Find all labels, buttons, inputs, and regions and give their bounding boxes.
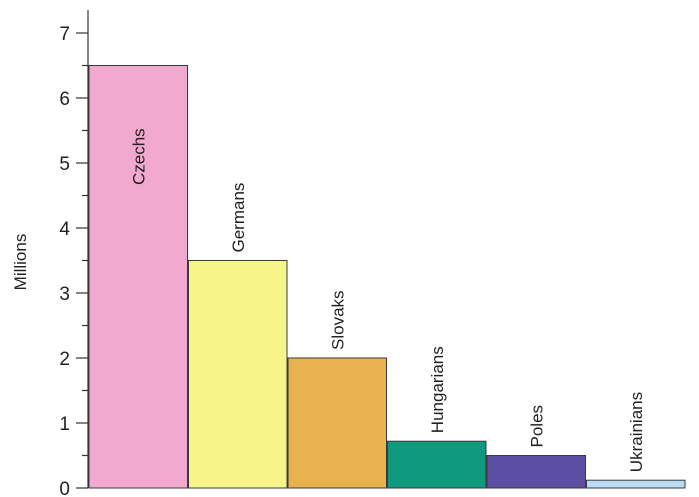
y-tick-label: 7 bbox=[59, 24, 70, 45]
bar-label-germans: Germans bbox=[229, 183, 248, 253]
y-tick-label: 0 bbox=[59, 479, 70, 497]
bar-label-czechs: Czechs bbox=[129, 128, 148, 185]
y-tick-label: 1 bbox=[59, 414, 70, 435]
bar-germans bbox=[188, 260, 288, 489]
bar-hungarians bbox=[387, 440, 487, 489]
bar-czechs bbox=[88, 65, 188, 489]
bar-label-ukrainians: Ukrainians bbox=[627, 392, 646, 472]
bar-label-poles: Poles bbox=[527, 405, 546, 448]
y-axis: 0 1 2 3 4 5 6 7 bbox=[59, 10, 89, 497]
y-tick-label: 5 bbox=[59, 154, 70, 175]
bar-ukrainians bbox=[586, 479, 686, 489]
bars bbox=[88, 65, 686, 489]
y-tick-label: 4 bbox=[59, 219, 70, 240]
bar-labels: Czechs Germans Slovaks Hungarians Poles Ukrai… bbox=[129, 128, 646, 472]
bar-label-slovaks: Slovaks bbox=[328, 290, 347, 350]
y-tick-label: 2 bbox=[59, 349, 70, 370]
bar-label-hungarians: Hungarians bbox=[428, 346, 447, 433]
bar-poles bbox=[486, 455, 586, 489]
y-axis-title: Millions bbox=[11, 234, 30, 291]
bar-slovaks bbox=[287, 357, 387, 489]
y-tick-label: 6 bbox=[59, 89, 70, 110]
y-tick-label: 3 bbox=[59, 284, 70, 305]
